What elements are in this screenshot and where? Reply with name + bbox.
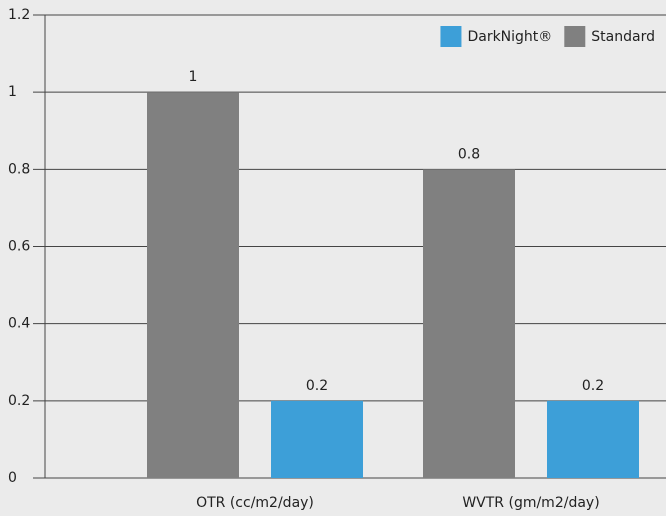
bar [423,169,515,479]
y-tick-label: 0.2 [8,393,30,409]
y-tick-label: 1.2 [8,7,30,23]
legend-swatch [564,26,586,47]
bar [547,400,639,478]
data-label: 1 [189,69,198,85]
legend-label: Standard [591,29,655,45]
x-tick-label: OTR (cc/m2/day) [196,495,314,511]
data-label: 0.8 [458,146,480,162]
data-label: 0.2 [582,378,604,394]
y-tick-label: 0.8 [8,161,30,177]
y-tick-label: 0.6 [8,239,30,255]
legend-swatch [440,26,462,47]
bar [147,92,239,479]
bar [271,400,363,478]
y-tick-label: 0.4 [8,316,30,332]
legend-label: DarkNight® [467,29,552,45]
y-tick-label: 0 [8,470,17,486]
data-label: 0.2 [306,378,328,394]
x-tick-label: WVTR (gm/m2/day) [462,495,599,511]
y-tick-label: 1 [8,84,17,100]
